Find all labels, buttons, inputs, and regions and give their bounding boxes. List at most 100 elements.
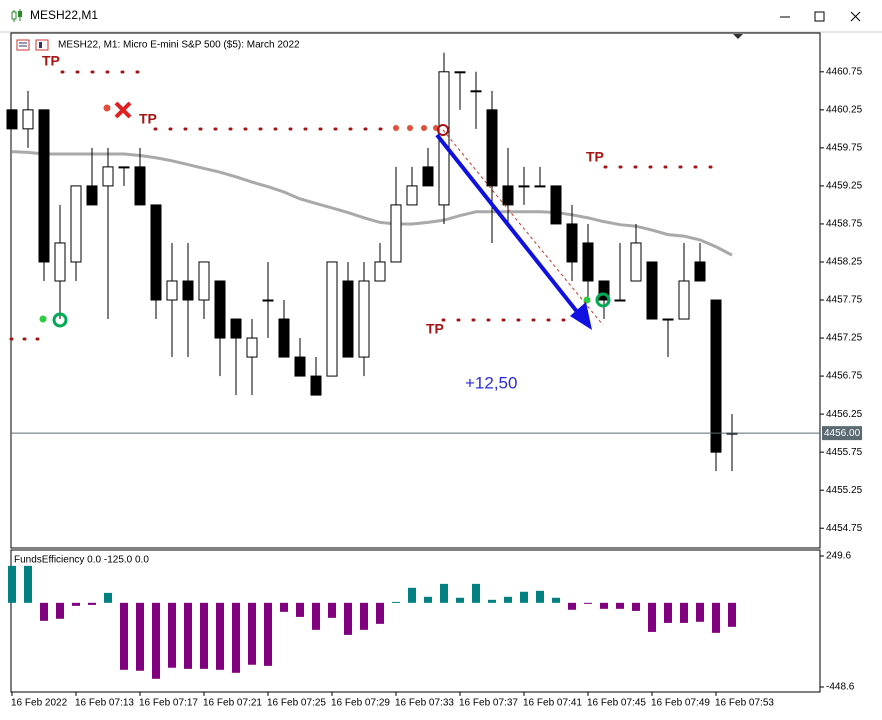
- bar: [424, 596, 432, 603]
- bar: [56, 602, 64, 619]
- bar: [296, 602, 304, 617]
- candle-body: [54, 242, 66, 282]
- candle-body: [198, 261, 210, 301]
- candle-body: [342, 280, 354, 358]
- candle-body: [358, 280, 370, 358]
- candle-body: [646, 261, 658, 320]
- bar: [664, 602, 672, 623]
- candle-body: [102, 166, 114, 187]
- y-tick-label: 4456.25: [826, 409, 863, 420]
- y-tick-label: 4458.25: [826, 257, 863, 268]
- bar: [536, 590, 544, 603]
- x-tick-label: 16 Feb 07:29: [331, 698, 390, 709]
- y-tick-label: 249.6: [826, 551, 851, 562]
- indicator-header: FundsEfficiency 0.0 -125.0 0.0: [14, 555, 149, 566]
- bar: [632, 602, 640, 611]
- candle-body: [566, 223, 578, 263]
- candle-body: [278, 318, 290, 358]
- candle-body: [518, 185, 530, 188]
- y-tick-label: 4460.25: [826, 104, 863, 115]
- candle-body: [678, 280, 690, 320]
- x-tick-label: 16 Feb 07:41: [523, 698, 582, 709]
- x-tick-label: 16 Feb 07:45: [587, 698, 646, 709]
- candle-body: [294, 356, 306, 377]
- x-tick-label: 16 Feb 07:17: [139, 698, 198, 709]
- trade-drawings: [9, 70, 722, 341]
- candle-body: [182, 280, 194, 301]
- bar: [392, 601, 400, 603]
- bar: [616, 602, 624, 609]
- bar: [344, 602, 352, 635]
- bar: [440, 583, 448, 603]
- y-tick-label: -448.6: [826, 682, 855, 693]
- annotation: TP: [139, 111, 157, 127]
- candle-body: [310, 375, 322, 396]
- candle-body: [134, 166, 146, 206]
- bar: [200, 602, 208, 669]
- candle-body: [262, 299, 274, 302]
- y-tick-label: 4457.25: [826, 333, 863, 344]
- maximize-button[interactable]: [814, 11, 825, 22]
- candle-body: [550, 185, 562, 225]
- x-tick-label: 16 Feb 07:25: [267, 698, 326, 709]
- bar: [600, 602, 608, 609]
- candle-body: [598, 280, 610, 301]
- candle-body: [118, 166, 130, 169]
- bar: [280, 602, 288, 612]
- x-tick-label: 16 Feb 07:37: [459, 698, 518, 709]
- candle-body: [614, 299, 626, 302]
- y-tick-label: 4459.75: [826, 143, 863, 154]
- candle-body: [582, 242, 594, 282]
- bar: [520, 591, 528, 603]
- bar: [312, 602, 320, 630]
- candle-body: [150, 204, 162, 301]
- candle-body: [6, 109, 18, 130]
- candle-body: [470, 90, 482, 93]
- annotation: TP: [42, 53, 60, 69]
- bar: [360, 602, 368, 630]
- candle-body: [390, 204, 402, 263]
- y-tick-label: 4457.75: [826, 295, 863, 306]
- candle-body: [230, 318, 242, 339]
- candle-body: [22, 109, 34, 130]
- bar: [264, 602, 272, 666]
- bar: [696, 602, 704, 622]
- candle-body: [662, 318, 674, 321]
- bar: [88, 602, 96, 605]
- candle-body: [694, 261, 706, 282]
- shift-marker: [733, 34, 743, 39]
- bar: [648, 602, 656, 632]
- bar: [152, 602, 160, 679]
- window-title: MESH22,M1: [30, 8, 98, 22]
- bar: [232, 602, 240, 673]
- y-tick-label: 4455.25: [826, 485, 863, 496]
- bar: [488, 599, 496, 603]
- candle-body: [454, 71, 466, 74]
- bar: [72, 602, 80, 606]
- bar: [472, 583, 480, 603]
- x-tick-label: 16 Feb 07:21: [203, 698, 262, 709]
- chart-header: MESH22, M1: Micro E-mini S&P 500 ($5): M…: [58, 40, 300, 51]
- x-tick-label: 16 Feb 07:13: [75, 698, 134, 709]
- candle-body: [214, 280, 226, 339]
- window-icon: [11, 9, 22, 22]
- bar: [552, 597, 560, 603]
- bar: [168, 602, 176, 668]
- candle-body: [534, 185, 546, 188]
- y-tick-label: 4459.25: [826, 181, 863, 192]
- header-icons: [16, 39, 49, 51]
- bar: [24, 565, 32, 603]
- candle-body: [486, 109, 498, 187]
- candle-body: [630, 242, 642, 282]
- title-bar: [0, 0, 882, 32]
- close-button[interactable]: [850, 11, 861, 22]
- bar: [248, 602, 256, 665]
- x-tick-label: 16 Feb 07:33: [395, 698, 454, 709]
- annotation: TP: [426, 321, 444, 337]
- candle-body: [38, 109, 50, 263]
- y-tick-label: 4460.75: [826, 66, 863, 77]
- bar: [328, 602, 336, 618]
- candle-body: [166, 280, 178, 301]
- candle-body: [86, 185, 98, 206]
- annotation: TP: [586, 149, 604, 165]
